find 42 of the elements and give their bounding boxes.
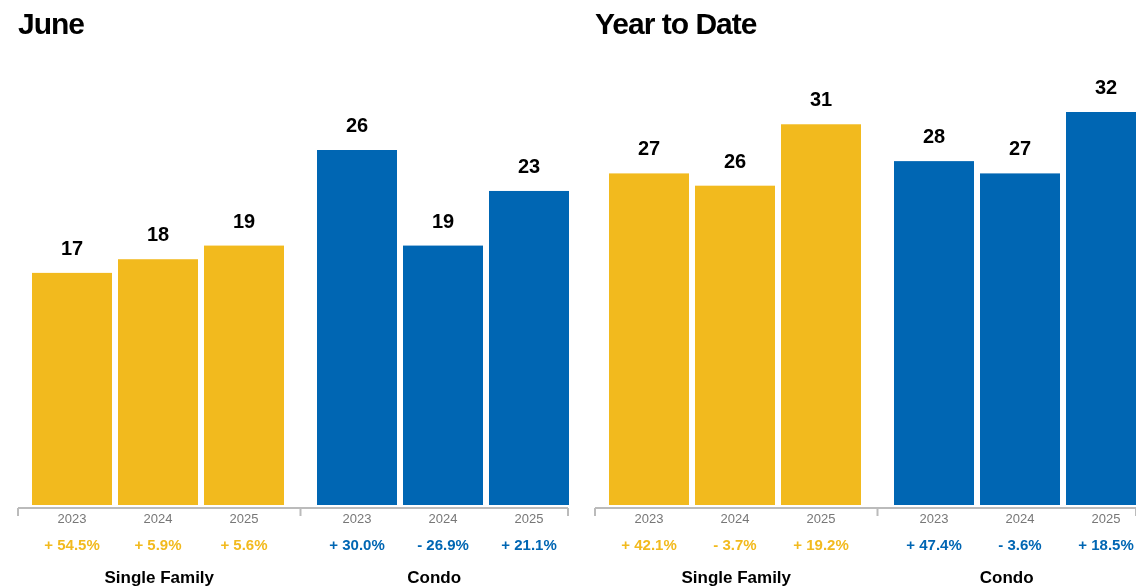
- text: + 30.0%: [329, 536, 385, 553]
- text: + 54.5%: [44, 536, 100, 553]
- x-tick-label: 2025: [229, 511, 259, 526]
- x-tick-label: 2024: [143, 511, 173, 526]
- data-label: 27: [1008, 137, 1032, 160]
- data-label: 28: [922, 125, 946, 148]
- chart-title: June: [18, 7, 85, 40]
- data-label: 18: [146, 223, 170, 246]
- text: Single Family: [681, 568, 792, 587]
- x-tick-label: 2023: [342, 511, 372, 526]
- data-label: 19: [431, 209, 455, 232]
- text: + 18.5%: [1078, 536, 1134, 553]
- text: Condo: [979, 568, 1034, 587]
- x-tick-label: 2024: [428, 511, 458, 526]
- text: + 42.1%: [621, 536, 677, 553]
- data-label: 31: [809, 88, 833, 111]
- text: + 21.1%: [501, 536, 557, 553]
- x-tick-label: 2025: [806, 511, 836, 526]
- data-label: 32: [1094, 76, 1118, 98]
- x-tick-label: 2024: [1005, 511, 1035, 526]
- x-tick-label: 2023: [634, 511, 664, 526]
- data-label: 26: [345, 114, 369, 136]
- x-tick-label: 2025: [514, 511, 544, 526]
- text: + 5.6%: [220, 536, 268, 553]
- data-label: 19: [232, 209, 256, 232]
- x-tick-label: 2025: [1091, 511, 1121, 526]
- text: Single Family: [104, 568, 215, 587]
- chart-title: Year to Date: [595, 7, 757, 40]
- text: Condo: [407, 568, 462, 587]
- text: - 3.7%: [713, 536, 757, 553]
- data-label: 23: [517, 154, 541, 177]
- x-tick-label: 2024: [720, 511, 750, 526]
- data-label: 27: [637, 137, 661, 160]
- text: + 5.9%: [134, 536, 182, 553]
- data-label: 26: [723, 149, 747, 172]
- x-tick-label: 2023: [919, 511, 949, 526]
- text: - 3.6%: [998, 536, 1042, 553]
- x-tick-label: 2023: [57, 511, 87, 526]
- text: + 19.2%: [793, 536, 849, 553]
- text: - 26.9%: [417, 536, 469, 553]
- data-label: 17: [60, 236, 84, 259]
- text: + 47.4%: [906, 536, 962, 553]
